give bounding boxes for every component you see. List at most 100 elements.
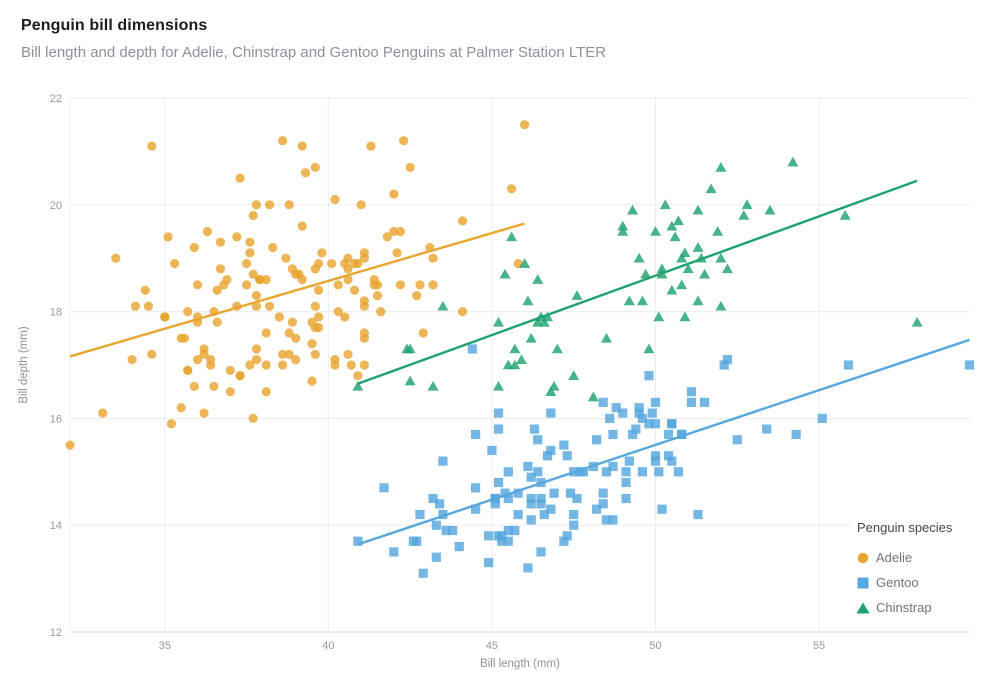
gentoo-point[interactable] bbox=[493, 477, 504, 488]
gentoo-point[interactable] bbox=[562, 451, 572, 461]
gentoo-point[interactable] bbox=[650, 456, 661, 466]
gentoo-point[interactable] bbox=[546, 445, 556, 456]
chinstrap-point[interactable] bbox=[640, 268, 652, 279]
chinstrap-point[interactable] bbox=[352, 380, 364, 391]
chinstrap-point[interactable] bbox=[692, 295, 704, 306]
adelie-point[interactable] bbox=[261, 387, 271, 397]
chinstrap-point[interactable] bbox=[617, 226, 629, 236]
gentoo-point[interactable] bbox=[513, 488, 523, 498]
gentoo-point[interactable] bbox=[562, 531, 572, 541]
adelie-point[interactable] bbox=[405, 162, 415, 173]
adelie-point[interactable] bbox=[376, 307, 386, 317]
chinstrap-point[interactable] bbox=[715, 252, 727, 263]
adelie-point[interactable] bbox=[395, 226, 405, 237]
gentoo-point[interactable] bbox=[500, 488, 510, 498]
gentoo-point[interactable] bbox=[673, 467, 683, 477]
gentoo-point[interactable] bbox=[565, 488, 576, 498]
chinstrap-point[interactable] bbox=[545, 386, 557, 396]
adelie-point[interactable] bbox=[297, 274, 307, 285]
adelie-point[interactable] bbox=[274, 312, 284, 322]
adelie-point[interactable] bbox=[261, 274, 271, 285]
adelie-point[interactable] bbox=[297, 221, 307, 231]
adelie-point[interactable] bbox=[183, 307, 193, 317]
adelie-point[interactable] bbox=[340, 312, 350, 322]
adelie-point[interactable] bbox=[392, 248, 402, 258]
gentoo-point[interactable] bbox=[699, 397, 710, 407]
adelie-point[interactable] bbox=[359, 333, 369, 343]
gentoo-point[interactable] bbox=[467, 344, 477, 354]
adelie-point[interactable] bbox=[261, 328, 271, 338]
adelie-point[interactable] bbox=[291, 269, 301, 279]
gentoo-point[interactable] bbox=[533, 435, 543, 445]
gentoo-point[interactable] bbox=[536, 547, 546, 557]
gentoo-point[interactable] bbox=[667, 456, 677, 466]
gentoo-point[interactable] bbox=[624, 456, 634, 466]
chinstrap-point[interactable] bbox=[600, 332, 612, 343]
gentoo-point[interactable] bbox=[533, 467, 543, 477]
gentoo-point[interactable] bbox=[487, 445, 497, 456]
adelie-point[interactable] bbox=[313, 312, 324, 322]
adelie-point[interactable] bbox=[389, 226, 399, 237]
adelie-point[interactable] bbox=[232, 232, 242, 242]
adelie-point[interactable] bbox=[359, 360, 369, 370]
adelie-point[interactable] bbox=[192, 280, 203, 290]
gentoo-point[interactable] bbox=[637, 413, 648, 423]
chinstrap-point[interactable] bbox=[676, 279, 688, 290]
adelie-point[interactable] bbox=[382, 232, 392, 242]
adelie-point[interactable] bbox=[418, 328, 428, 338]
chinstrap-point[interactable] bbox=[509, 359, 521, 370]
gentoo-point[interactable] bbox=[762, 424, 772, 434]
gentoo-point[interactable] bbox=[650, 451, 661, 461]
adelie-point[interactable] bbox=[359, 301, 369, 311]
gentoo-point[interactable] bbox=[647, 408, 657, 418]
adelie-point[interactable] bbox=[245, 360, 255, 370]
adelie-point[interactable] bbox=[212, 285, 222, 295]
gentoo-point[interactable] bbox=[569, 520, 579, 530]
gentoo-point[interactable] bbox=[601, 467, 612, 477]
chinstrap-point[interactable] bbox=[679, 311, 691, 322]
adelie-point[interactable] bbox=[359, 248, 369, 258]
gentoo-point[interactable] bbox=[644, 419, 654, 429]
chinstrap-point[interactable] bbox=[715, 162, 727, 172]
gentoo-point[interactable] bbox=[470, 504, 481, 514]
adelie-point[interactable] bbox=[248, 210, 258, 221]
adelie-point[interactable] bbox=[330, 194, 340, 205]
adelie-point[interactable] bbox=[415, 280, 425, 290]
adelie-point[interactable] bbox=[300, 168, 311, 178]
gentoo-point[interactable] bbox=[438, 456, 448, 466]
chinstrap-point[interactable] bbox=[666, 220, 678, 231]
adelie-point[interactable] bbox=[166, 419, 176, 429]
gentoo-point[interactable] bbox=[686, 387, 697, 397]
adelie-point[interactable] bbox=[130, 301, 141, 311]
adelie-point[interactable] bbox=[278, 360, 288, 370]
gentoo-point[interactable] bbox=[539, 509, 549, 520]
adelie-point[interactable] bbox=[307, 376, 317, 386]
chinstrap-point[interactable] bbox=[509, 343, 521, 354]
gentoo-point[interactable] bbox=[526, 515, 536, 525]
chinstrap-point[interactable] bbox=[499, 268, 511, 279]
adelie-point[interactable] bbox=[147, 349, 157, 359]
gentoo-point[interactable] bbox=[484, 557, 494, 568]
gentoo-point[interactable] bbox=[592, 504, 602, 514]
gentoo-point[interactable] bbox=[523, 461, 533, 472]
gentoo-point[interactable] bbox=[526, 472, 536, 482]
gentoo-point[interactable] bbox=[621, 493, 631, 504]
adelie-point[interactable] bbox=[242, 258, 252, 269]
adelie-point[interactable] bbox=[399, 136, 409, 146]
adelie-point[interactable] bbox=[192, 355, 203, 365]
adelie-point[interactable] bbox=[98, 408, 108, 418]
chinstrap-point[interactable] bbox=[672, 215, 684, 226]
chinstrap-point[interactable] bbox=[676, 252, 688, 263]
adelie-point[interactable] bbox=[366, 141, 376, 151]
gentoo-point[interactable] bbox=[503, 493, 513, 504]
adelie-point[interactable] bbox=[353, 371, 363, 381]
adelie-point[interactable] bbox=[65, 440, 75, 450]
adelie-point[interactable] bbox=[349, 285, 360, 295]
adelie-point[interactable] bbox=[183, 365, 193, 375]
adelie-point[interactable] bbox=[343, 264, 353, 274]
chinstrap-point[interactable] bbox=[627, 204, 639, 215]
chinstrap-point[interactable] bbox=[699, 268, 711, 279]
adelie-point[interactable] bbox=[395, 280, 405, 290]
adelie-point[interactable] bbox=[310, 162, 320, 173]
gentoo-point[interactable] bbox=[389, 547, 399, 557]
